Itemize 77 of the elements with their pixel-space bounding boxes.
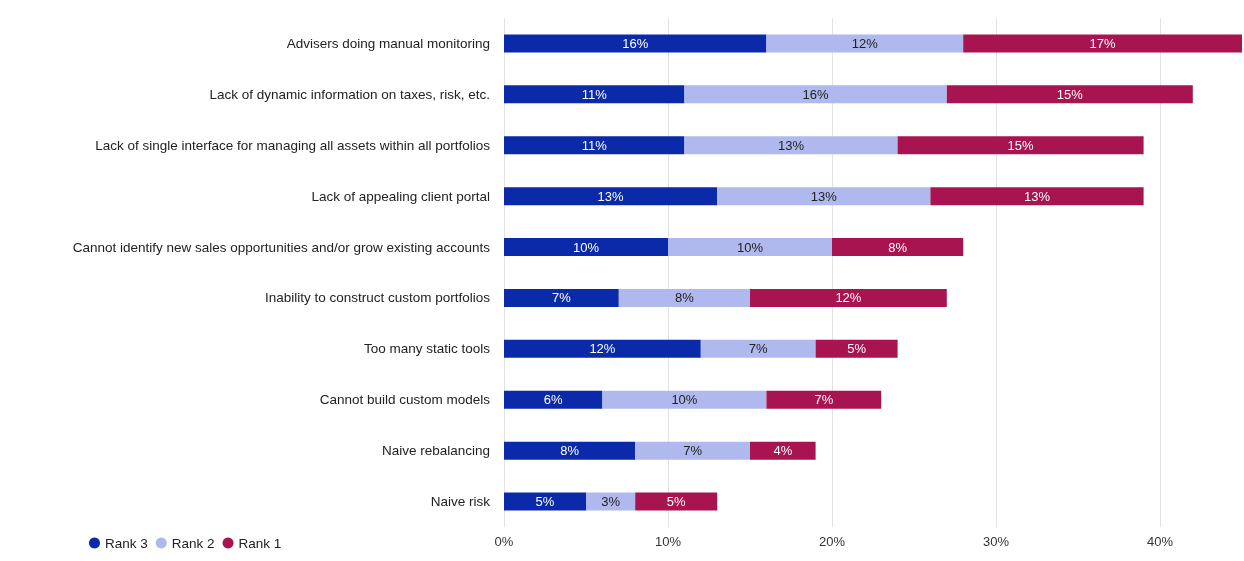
bar	[504, 339, 701, 358]
x-tick-label: 40%	[1146, 534, 1174, 549]
data-label: 7%	[683, 443, 703, 459]
data-label: 10%	[671, 392, 698, 408]
y-tick-label: Lack of dynamic information on taxes, risk, etc.	[209, 86, 490, 102]
y-tick-label: Inability to construct custom portfolios	[264, 290, 491, 306]
bar	[504, 136, 685, 155]
data-label: 15%	[1056, 86, 1084, 102]
data-label: 12%	[851, 35, 879, 51]
data-label: 7%	[748, 341, 769, 357]
y-tick-label: Lack of single interface for managing all assets within all portfolios	[95, 137, 491, 153]
bar	[668, 238, 832, 257]
bar	[897, 136, 1144, 155]
y-tick-label: Too many static tools	[363, 341, 491, 357]
data-label: 10%	[572, 239, 600, 255]
data-label: 8%	[888, 239, 908, 255]
data-label: 6%	[543, 392, 564, 408]
bar	[750, 288, 947, 307]
y-tick-label: Naive risk	[430, 494, 491, 510]
bar	[717, 187, 931, 206]
x-tick-label: 30%	[982, 534, 1010, 549]
y-tick-label: Cannot build custom models	[319, 392, 491, 408]
y-tick-label: Lack of appealing client portal	[311, 188, 490, 204]
data-label: 5%	[666, 494, 687, 510]
data-label: 17%	[1089, 35, 1117, 51]
data-label: 13%	[810, 188, 838, 204]
bar	[930, 187, 1144, 206]
bar	[504, 85, 685, 104]
bar	[504, 187, 718, 206]
data-label: 15%	[1007, 137, 1035, 153]
y-tick-label: Naive rebalancing	[381, 443, 490, 459]
bar	[504, 441, 636, 460]
legend-label: Rank 3	[105, 535, 148, 551]
data-label: 5%	[847, 341, 867, 357]
data-label: 12%	[589, 341, 616, 357]
data-label: 13%	[777, 137, 805, 153]
data-label: 11%	[581, 137, 608, 153]
bar	[750, 441, 816, 460]
x-tick-label: 10%	[654, 534, 682, 549]
bar	[832, 238, 964, 257]
bar	[946, 85, 1193, 104]
y-tick-label: Advisers doing manual monitoring	[286, 35, 490, 51]
bar	[602, 390, 767, 409]
data-label: 7%	[814, 392, 834, 408]
data-label: 16%	[802, 86, 830, 102]
data-label: 12%	[835, 290, 862, 306]
bar	[618, 288, 750, 307]
data-label: 8%	[560, 443, 580, 459]
bar	[815, 339, 898, 358]
bar	[635, 441, 750, 460]
bar	[766, 390, 882, 409]
data-label: 13%	[597, 188, 625, 204]
bar	[504, 390, 603, 409]
bar	[684, 136, 898, 155]
bar	[766, 34, 964, 53]
x-tick-label: 20%	[818, 534, 846, 549]
bar	[684, 85, 947, 104]
data-label: 3%	[601, 494, 621, 510]
bar	[700, 339, 816, 358]
data-label: 13%	[1023, 188, 1051, 204]
bar	[504, 492, 586, 511]
data-label: 7%	[552, 290, 572, 306]
bar	[504, 34, 767, 53]
bar	[504, 288, 619, 307]
data-label: 11%	[581, 86, 608, 102]
x-tick-label: 0%	[494, 534, 514, 549]
data-label: 10%	[736, 239, 764, 255]
bar	[635, 492, 718, 511]
legend-label: Rank 2	[171, 535, 215, 551]
y-tick-label: Cannot identify new sales opportunities and/or grow existing accounts	[72, 239, 491, 255]
legend-label: Rank 1	[238, 535, 282, 551]
bar	[963, 34, 1242, 53]
data-label: 16%	[622, 35, 649, 51]
data-label: 8%	[675, 290, 695, 306]
data-label: 5%	[535, 494, 555, 510]
data-label: 4%	[773, 443, 793, 459]
bar	[504, 238, 668, 257]
